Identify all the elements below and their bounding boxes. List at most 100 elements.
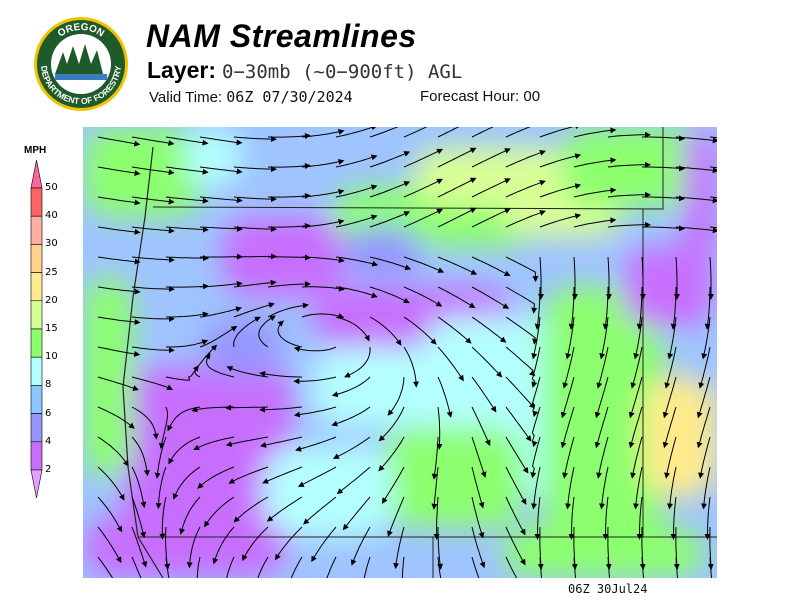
streamline bbox=[204, 352, 235, 378]
streamline bbox=[596, 346, 609, 389]
streamline bbox=[131, 346, 175, 354]
streamline bbox=[199, 166, 243, 175]
streamline bbox=[701, 466, 711, 510]
streamline bbox=[301, 218, 345, 228]
streamline bbox=[696, 406, 711, 449]
streamline bbox=[471, 406, 491, 447]
streamline bbox=[698, 346, 711, 389]
streamline bbox=[301, 285, 345, 292]
streamline bbox=[642, 165, 685, 172]
streamline bbox=[233, 496, 269, 523]
legend-swatch bbox=[30, 300, 43, 330]
streamline bbox=[97, 256, 141, 265]
streamline bbox=[505, 406, 532, 442]
streamline bbox=[199, 280, 243, 288]
streamline bbox=[437, 207, 477, 228]
streamline bbox=[194, 344, 218, 378]
streamline bbox=[662, 376, 677, 419]
streamline bbox=[471, 496, 485, 539]
streamline bbox=[131, 256, 175, 263]
streamline bbox=[471, 376, 497, 413]
legend-tick-label: 20 bbox=[45, 294, 58, 306]
streamline bbox=[667, 316, 677, 360]
streamline bbox=[197, 466, 235, 489]
streamline bbox=[505, 150, 546, 168]
streamline bbox=[562, 346, 575, 389]
streamline bbox=[662, 406, 677, 449]
streamline bbox=[505, 346, 536, 377]
streamline bbox=[335, 286, 378, 298]
streamline bbox=[573, 217, 617, 228]
streamline bbox=[199, 306, 242, 318]
wind-speed-region bbox=[503, 527, 703, 578]
streamline bbox=[531, 466, 541, 510]
streamline bbox=[670, 287, 677, 330]
streamline bbox=[193, 436, 235, 451]
streamline bbox=[165, 196, 209, 204]
streamline bbox=[131, 526, 148, 568]
streamline bbox=[565, 466, 575, 510]
streamline bbox=[381, 466, 405, 504]
streamline bbox=[233, 279, 277, 288]
streamline bbox=[159, 496, 167, 540]
streamline bbox=[709, 556, 713, 578]
streamline bbox=[297, 466, 337, 487]
streamline bbox=[303, 496, 337, 525]
streamline bbox=[369, 211, 411, 228]
streamline bbox=[266, 496, 303, 522]
streamline bbox=[97, 196, 141, 206]
streamline bbox=[267, 193, 311, 199]
streamline bbox=[607, 221, 651, 228]
streamline bbox=[607, 556, 611, 578]
streamline bbox=[233, 136, 277, 143]
streamline bbox=[599, 316, 609, 360]
wind-speed-region bbox=[313, 347, 433, 427]
streamline bbox=[131, 196, 175, 205]
streamline bbox=[633, 466, 643, 510]
streamline bbox=[342, 496, 371, 531]
streamline bbox=[97, 496, 123, 533]
legend-swatch bbox=[30, 187, 43, 217]
streamline bbox=[97, 226, 141, 235]
streamline bbox=[257, 556, 269, 578]
legend-tick-label: 25 bbox=[45, 266, 58, 278]
streamline bbox=[675, 166, 717, 174]
streamline bbox=[437, 316, 472, 344]
streamline bbox=[531, 406, 541, 448]
streamline bbox=[471, 208, 511, 228]
streamline bbox=[166, 311, 209, 318]
streamline bbox=[301, 256, 345, 264]
streamline bbox=[131, 286, 175, 293]
streamline bbox=[97, 286, 141, 295]
streamline bbox=[179, 496, 201, 535]
streamline bbox=[293, 406, 337, 418]
streamline bbox=[642, 195, 685, 202]
streamline bbox=[363, 556, 371, 578]
valid-time-label: Valid Time: bbox=[149, 89, 223, 106]
streamline bbox=[562, 436, 575, 479]
oregon-department-of-forestry-logo: OREGON DEPARTMENT OF FORESTRY bbox=[33, 16, 129, 117]
streamline bbox=[131, 466, 147, 508]
svg-text:OREGON: OREGON bbox=[56, 22, 106, 40]
streamline bbox=[378, 406, 405, 442]
streamline bbox=[295, 436, 337, 452]
legend-tick-label: 8 bbox=[45, 379, 52, 391]
streamline bbox=[233, 166, 277, 173]
streamline bbox=[437, 346, 464, 382]
streamline bbox=[471, 436, 487, 478]
streamline bbox=[534, 496, 541, 540]
legend-tick-label: 10 bbox=[45, 351, 58, 363]
streamline bbox=[537, 256, 544, 300]
legend-tick-label: 40 bbox=[45, 210, 58, 222]
streamline bbox=[437, 556, 442, 578]
streamline bbox=[471, 346, 503, 378]
streamline bbox=[573, 127, 617, 138]
streamline-map[interactable] bbox=[83, 127, 717, 583]
streamline bbox=[437, 256, 478, 275]
legend-tick-label: 2 bbox=[45, 464, 52, 475]
streamline bbox=[675, 136, 717, 144]
streamline bbox=[97, 556, 114, 578]
legend-swatch bbox=[30, 356, 43, 386]
streamline bbox=[670, 496, 677, 540]
streamline bbox=[471, 316, 507, 343]
